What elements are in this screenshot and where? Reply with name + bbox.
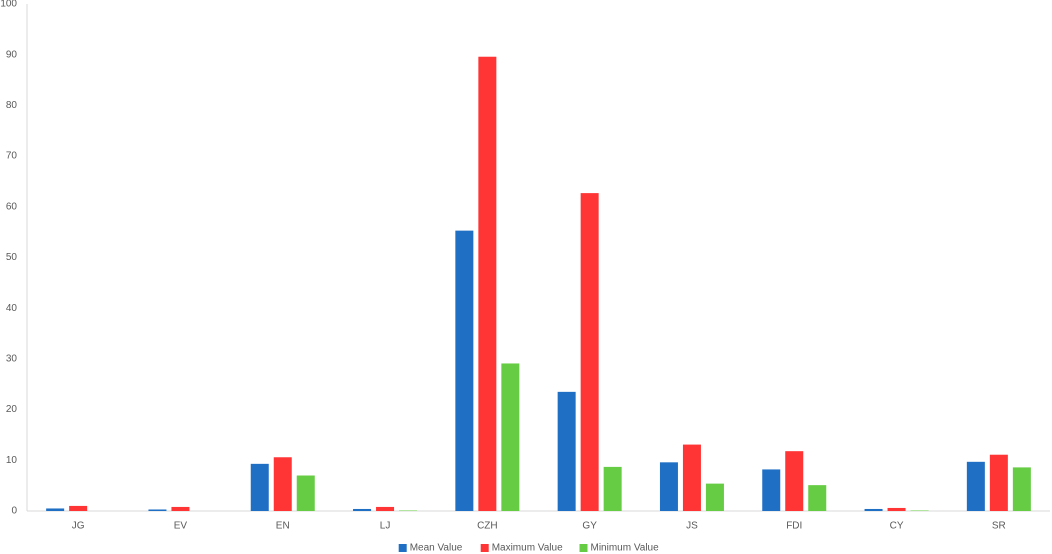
y-tick-label: 10 bbox=[6, 455, 18, 466]
bar bbox=[46, 508, 65, 511]
y-tick-label: 60 bbox=[6, 201, 18, 212]
y-tick-label: 90 bbox=[6, 49, 18, 60]
bar bbox=[399, 510, 418, 511]
bar bbox=[250, 463, 269, 511]
bar bbox=[864, 508, 883, 511]
x-tick-label: JG bbox=[72, 521, 85, 532]
bar bbox=[580, 193, 599, 511]
y-tick-label: 80 bbox=[6, 100, 18, 111]
y-tick-label: 30 bbox=[6, 354, 18, 365]
bar bbox=[353, 508, 372, 511]
bar bbox=[148, 509, 167, 511]
y-tick-label: 70 bbox=[6, 151, 18, 162]
bar bbox=[705, 483, 724, 511]
bar bbox=[557, 391, 576, 511]
bar bbox=[659, 462, 678, 511]
bar bbox=[1012, 467, 1031, 511]
bar bbox=[171, 506, 190, 511]
y-tick-label: 20 bbox=[6, 404, 18, 415]
bar bbox=[762, 469, 781, 511]
bar bbox=[785, 451, 804, 511]
x-tick-label: CZH bbox=[477, 521, 498, 532]
bar bbox=[478, 56, 497, 512]
bar bbox=[455, 230, 474, 511]
y-tick-label: 40 bbox=[6, 303, 18, 314]
bar bbox=[966, 461, 985, 511]
x-tick-label: SR bbox=[992, 521, 1006, 532]
bar bbox=[808, 485, 827, 511]
x-tick-label: JS bbox=[686, 521, 698, 532]
legend-label: Maximum Value bbox=[492, 543, 563, 554]
x-tick-label: LJ bbox=[380, 521, 391, 532]
bar bbox=[501, 363, 520, 511]
bar bbox=[603, 466, 622, 511]
bar bbox=[273, 457, 292, 511]
legend: Mean Value Maximum Value Minimum Value bbox=[398, 543, 660, 554]
legend-swatch bbox=[480, 544, 489, 552]
legend-label: Minimum Value bbox=[591, 543, 660, 554]
bar bbox=[376, 506, 395, 511]
legend-swatch bbox=[398, 544, 407, 552]
x-tick-label: EN bbox=[276, 521, 290, 532]
y-tick-label: 100 bbox=[0, 0, 17, 10]
bar bbox=[910, 510, 929, 511]
x-tick-label: GY bbox=[582, 521, 597, 532]
bar bbox=[69, 505, 88, 511]
legend-swatch bbox=[579, 544, 588, 552]
bar bbox=[989, 454, 1008, 511]
y-tick-label: 50 bbox=[6, 252, 18, 263]
bar bbox=[682, 444, 701, 511]
bar bbox=[296, 475, 315, 511]
x-tick-label: EV bbox=[174, 521, 188, 532]
legend-label: Mean Value bbox=[410, 543, 463, 554]
x-tick-label: CY bbox=[890, 521, 904, 532]
bar bbox=[887, 507, 906, 511]
y-tick-label: 0 bbox=[11, 506, 17, 517]
x-tick-label: FDI bbox=[786, 521, 802, 532]
